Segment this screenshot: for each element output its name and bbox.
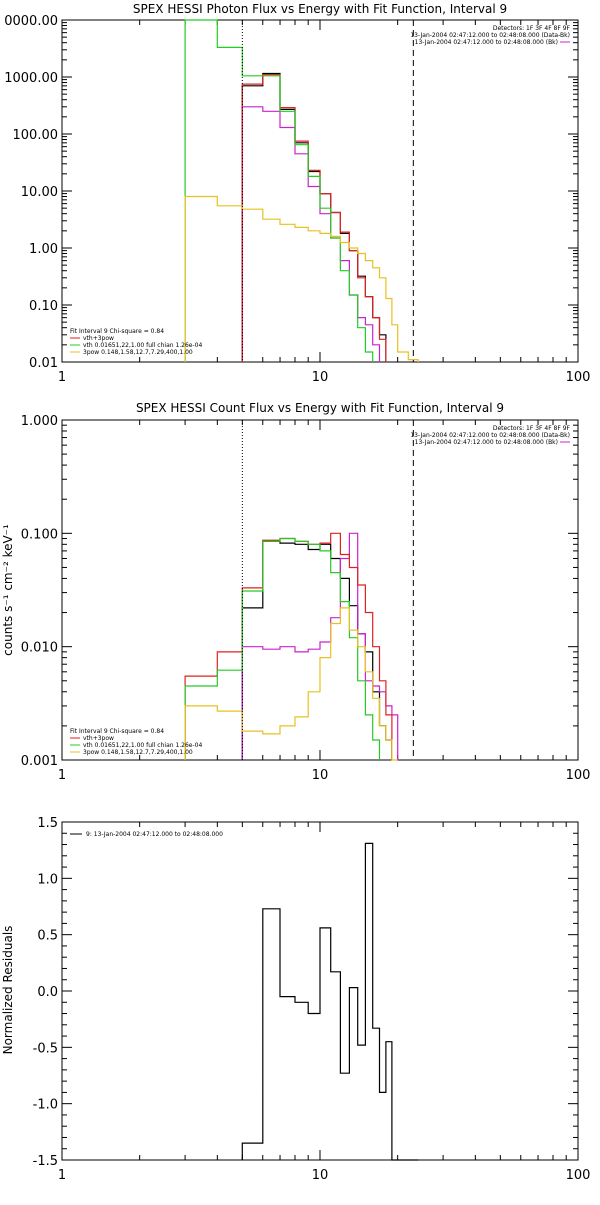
y-tick-label: 1.000 [21, 414, 58, 429]
y-tick-label: 1.00 [29, 242, 58, 257]
count-legend-databk: 13-Jan-2004 02:47:12.000 to 02:48:08.000… [410, 432, 570, 439]
photon-legend-bk: 13-Jan-2004 02:47:12.000 to 02:48:08.000… [415, 39, 558, 46]
count-flux-legend-right: Detectors: 1F 3F 4F 8F 9F 13-Jan-2004 02… [410, 425, 570, 446]
y-tick-label: 1.5 [37, 816, 58, 831]
x-tick-label: 100 [566, 1168, 591, 1183]
photon-legend-databk: 13-Jan-2004 02:47:12.000 to 02:48:08.000… [410, 32, 570, 39]
count-flux-series [184, 532, 399, 761]
series-line-0 [241, 72, 387, 362]
x-tick-label: 10 [312, 768, 329, 783]
photon-legend-fit: Fit Interval 9 Chi-square = 0.84 [70, 328, 164, 335]
photon-flux-legend-left: Fit Interval 9 Chi-square = 0.84 vth+3po… [70, 328, 202, 356]
series-line-2 [184, 532, 393, 760]
y-tick-label: 0.001 [21, 754, 58, 769]
x-tick-label: 1 [58, 370, 66, 385]
count-flux-title: SPEX HESSI Count Flux vs Energy with Fit… [136, 401, 504, 415]
residuals-ylabel: Normalized Residuals [1, 926, 15, 1055]
photon-flux-legend-right: Detectors: 1F 3F 4F 8F 9F 13-Jan-2004 02… [410, 25, 570, 46]
count-flux-ylabel: counts s⁻¹ cm⁻² keV⁻¹ [1, 524, 15, 656]
y-tick-label: -1.5 [33, 1154, 58, 1169]
series-line-1 [241, 532, 399, 760]
photon-flux-markers [241, 20, 414, 362]
x-tick-label: 10 [312, 370, 329, 385]
series-line-3 [184, 537, 381, 760]
series-line-0 [241, 842, 419, 1161]
y-tick-label: 0.5 [37, 929, 58, 944]
count-flux-markers [241, 420, 414, 760]
series-line-1 [241, 106, 381, 362]
residuals-axes: 1 10 100 -1.5 -1.0 -0.5 0.0 0.5 1.0 1.5 [33, 816, 591, 1183]
count-flux-axes: 1 10 100 0.001 0.010 0.100 1.000 [21, 414, 591, 783]
y-tick-label: 10.00 [21, 185, 58, 200]
count-legend-vth3pow: vth+3pow [83, 735, 114, 742]
series-line-0 [241, 540, 393, 760]
y-tick-label: 0.010 [21, 641, 58, 656]
series-line-2 [241, 74, 387, 362]
y-tick-label: 1000.00 [4, 71, 58, 86]
count-flux-legend-left: Fit Interval 9 Chi-square = 0.84 vth+3po… [70, 728, 202, 756]
series-line-3 [184, 19, 374, 362]
photon-legend-3pow: 3pow 0.148,1.58,12.7,7.29,400,1.00 [83, 349, 193, 356]
y-tick-label: 0.01 [29, 356, 58, 371]
x-tick-label: 100 [566, 768, 591, 783]
y-tick-label: -0.5 [33, 1041, 58, 1056]
count-legend-detectors: Detectors: 1F 3F 4F 8F 9F [493, 425, 571, 432]
photon-flux-series [184, 19, 419, 362]
x-tick-label: 10 [312, 1168, 329, 1183]
x-tick-label: 1 [58, 1168, 66, 1183]
count-flux-panel: SPEX HESSI Count Flux vs Energy with Fit… [1, 401, 590, 783]
y-tick-label: -1.0 [33, 1098, 58, 1113]
y-tick-label: 100.00 [13, 128, 59, 143]
photon-legend-vth3pow: vth+3pow [83, 335, 114, 342]
photon-flux-axes: 1 10 100 0.01 0.10 1.00 10.00 100.00 1000.00 0000… [4, 14, 590, 385]
y-tick-label: 0.10 [29, 299, 58, 314]
count-legend-bk: 13-Jan-2004 02:47:12.000 to 02:48:08.000… [415, 439, 558, 446]
residuals-legend-label: 9: 13-Jan-2004 02:47:12.000 to 02:48:08.… [86, 831, 223, 838]
x-tick-label: 1 [58, 768, 66, 783]
photon-legend-vth: vth 0.01651,22,1.00 full chian 1.26e-04 [83, 342, 202, 349]
x-tick-label: 100 [566, 370, 591, 385]
count-flux-plot-frame [61, 419, 579, 761]
y-tick-label: 0000.00 [4, 14, 58, 29]
residuals-panel: Normalized Residuals 1 10 100 -1.5 -1.0 -0.5 0… [1, 816, 590, 1183]
residuals-legend: 9: 13-Jan-2004 02:47:12.000 to 02:48:08.… [70, 831, 223, 838]
residuals-series [241, 842, 419, 1161]
photon-legend-detectors: Detectors: 1F 3F 4F 8F 9F [493, 25, 571, 32]
photon-flux-title: SPEX HESSI Photon Flux vs Energy with Fi… [133, 2, 507, 16]
y-tick-label: 0.0 [37, 985, 58, 1000]
count-legend-vth: vth 0.01651,22,1.00 full chian 1.26e-04 [83, 742, 202, 749]
y-tick-label: 0.100 [21, 527, 58, 542]
y-tick-label: 1.0 [37, 872, 58, 887]
photon-flux-panel: SPEX HESSI Photon Flux vs Energy with Fi… [4, 2, 590, 385]
count-legend-3pow: 3pow 0.148,1.58,12.7,7.29,400,1.00 [83, 749, 193, 756]
series-line-4 [184, 195, 419, 362]
count-legend-fit: Fit Interval 9 Chi-square = 0.84 [70, 728, 164, 735]
series-line-4 [184, 607, 398, 761]
